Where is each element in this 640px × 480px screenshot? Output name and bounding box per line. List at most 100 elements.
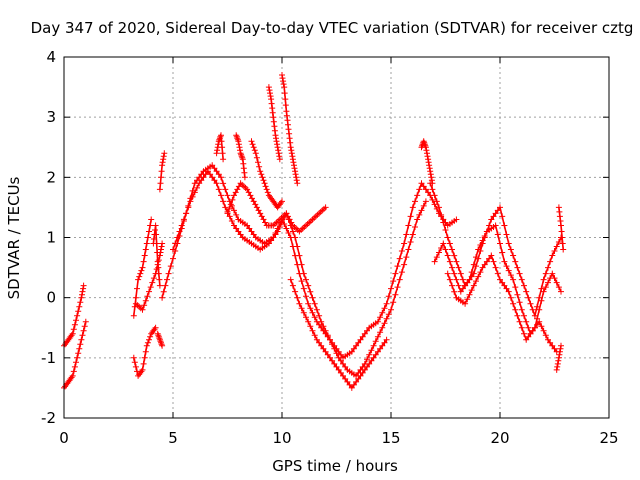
data-point	[218, 132, 224, 139]
data-point	[132, 294, 139, 301]
y-tick-label: -1	[41, 349, 56, 367]
data-point	[431, 258, 438, 265]
data-point	[558, 342, 564, 349]
data-point	[282, 96, 289, 103]
data-point	[499, 213, 506, 220]
data-point	[233, 211, 240, 218]
data-point	[412, 224, 418, 230]
data-point	[167, 263, 174, 270]
data-point	[237, 147, 243, 154]
data-point	[241, 174, 248, 181]
data-point	[141, 354, 148, 361]
data-point	[174, 234, 181, 241]
data-point	[80, 327, 87, 334]
data-point	[409, 231, 416, 238]
data-point	[556, 348, 563, 355]
data-point	[294, 180, 301, 187]
data-point	[523, 288, 530, 295]
data-point	[424, 153, 431, 160]
data-point	[172, 240, 179, 247]
data-point	[388, 285, 394, 292]
data-point	[505, 288, 512, 295]
data-point	[303, 276, 309, 283]
data-point	[518, 276, 525, 283]
data-point	[453, 276, 460, 283]
data-point	[178, 222, 185, 229]
data-point	[147, 284, 154, 291]
data-point	[300, 285, 307, 292]
data-point	[78, 336, 85, 343]
data-point	[377, 329, 384, 336]
data-point	[131, 359, 138, 366]
data-point	[73, 317, 79, 324]
data-point	[279, 75, 286, 82]
data-point	[170, 255, 176, 262]
data-point	[510, 300, 517, 307]
data-point	[77, 341, 84, 348]
data-point	[444, 234, 451, 241]
data-point	[75, 350, 82, 357]
data-point	[475, 273, 482, 280]
data-point	[73, 359, 79, 366]
data-point	[152, 324, 159, 331]
data-point	[549, 270, 556, 277]
data-point	[218, 174, 224, 181]
data-point	[279, 198, 285, 205]
data-point	[542, 284, 549, 291]
data-point	[289, 228, 296, 235]
data-point	[379, 309, 386, 316]
data-point	[294, 243, 301, 250]
data-point	[449, 246, 455, 253]
series-s9-trace	[161, 164, 457, 359]
data-point	[150, 236, 157, 242]
data-point	[303, 314, 309, 321]
data-point	[285, 230, 292, 236]
data-point	[305, 282, 312, 289]
data-point	[538, 323, 545, 330]
data-point	[405, 222, 412, 229]
data-point	[442, 246, 449, 253]
data-point	[76, 303, 83, 310]
data-point	[156, 282, 163, 289]
data-point	[558, 228, 565, 235]
data-point	[180, 216, 187, 223]
data-point	[392, 291, 399, 298]
data-point	[257, 168, 264, 175]
data-point	[542, 332, 549, 339]
data-point	[285, 126, 292, 133]
y-tick-label: 3	[46, 108, 56, 126]
data-point	[420, 202, 427, 209]
data-point	[70, 326, 77, 333]
data-point	[505, 240, 512, 247]
data-point	[499, 249, 506, 256]
data-point	[385, 311, 392, 318]
data-point	[275, 150, 282, 157]
data-point	[141, 302, 148, 309]
data-point	[507, 272, 514, 279]
data-point	[383, 336, 390, 343]
data-point	[281, 84, 288, 91]
data-point	[503, 263, 510, 270]
data-point	[545, 279, 551, 286]
data-point	[531, 324, 538, 331]
data-point	[185, 204, 192, 211]
data-point	[479, 237, 486, 244]
data-point	[527, 300, 534, 307]
data-point	[510, 252, 517, 259]
data-point	[370, 342, 377, 349]
data-point	[436, 204, 442, 211]
data-point	[556, 213, 563, 220]
data-point	[79, 288, 86, 295]
data-point	[71, 363, 78, 370]
data-point	[189, 193, 196, 200]
data-point	[401, 261, 408, 268]
data-point	[416, 211, 423, 218]
data-point	[385, 293, 392, 300]
data-point	[559, 240, 566, 247]
data-point	[130, 354, 137, 361]
data-point	[392, 270, 399, 277]
data-point	[158, 174, 164, 181]
data-point	[231, 207, 237, 214]
data-point	[329, 357, 336, 364]
data-point	[494, 231, 501, 238]
